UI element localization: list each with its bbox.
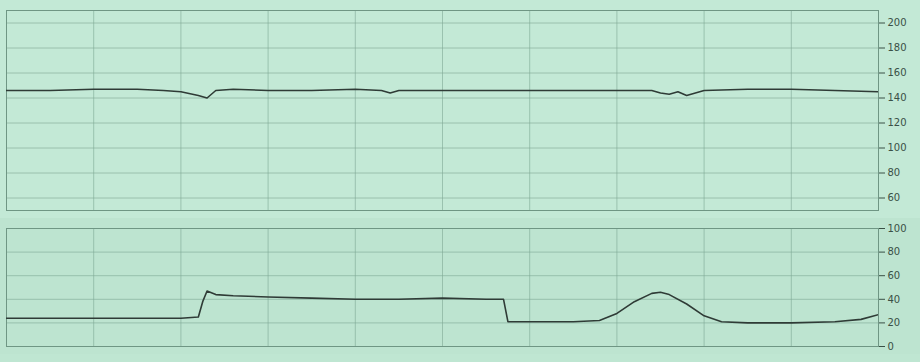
svg-text:100: 100 [888, 142, 907, 153]
svg-text:60: 60 [888, 270, 901, 281]
svg-text:200: 200 [888, 17, 907, 28]
svg-text:140: 140 [888, 92, 907, 103]
svg-text:80: 80 [888, 167, 901, 178]
svg-text:20: 20 [888, 317, 901, 328]
svg-text:40: 40 [888, 294, 901, 305]
svg-text:160: 160 [888, 67, 907, 78]
svg-text:180: 180 [888, 42, 907, 53]
svg-text:60: 60 [888, 192, 901, 203]
svg-text:80: 80 [888, 246, 901, 257]
svg-text:120: 120 [888, 117, 907, 128]
svg-text:0: 0 [888, 341, 894, 352]
svg-text:100: 100 [888, 223, 907, 234]
